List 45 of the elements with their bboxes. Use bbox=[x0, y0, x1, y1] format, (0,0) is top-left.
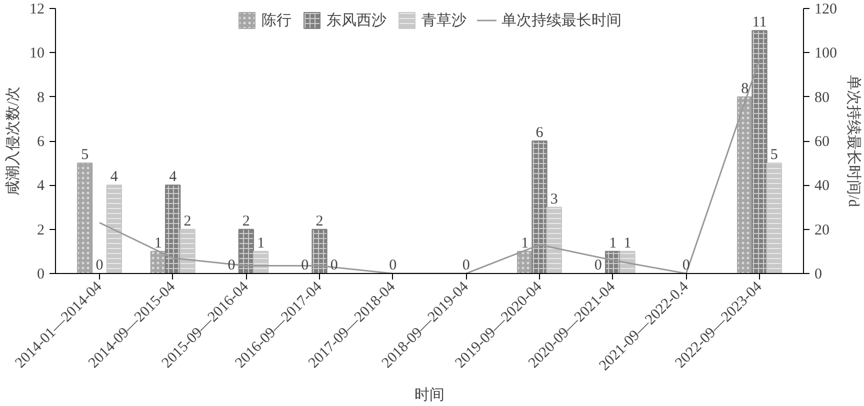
y2-tick-label: 60 bbox=[814, 134, 830, 150]
data-label: 4 bbox=[110, 169, 118, 186]
data-label: 0 bbox=[301, 258, 309, 274]
data-label: 6 bbox=[536, 125, 544, 141]
y2-tick-label: 120 bbox=[814, 2, 837, 18]
data-label: 1 bbox=[154, 235, 162, 252]
legend-label: 青草沙 bbox=[422, 12, 466, 30]
y-tick-label: 4 bbox=[37, 178, 45, 194]
y-tick-label: 2 bbox=[37, 222, 44, 238]
y-tick-label: 10 bbox=[30, 46, 44, 62]
data-label: 2 bbox=[242, 213, 250, 230]
data-label: 1 bbox=[624, 235, 632, 252]
data-label: 0 bbox=[462, 258, 470, 274]
y-tick-label: 6 bbox=[37, 134, 45, 150]
y-tick-label: 8 bbox=[37, 90, 44, 106]
legend-label: 单次持续最长时间 bbox=[502, 12, 622, 30]
data-label: 3 bbox=[550, 191, 558, 208]
data-label: 5 bbox=[81, 147, 89, 164]
data-label: 0 bbox=[682, 258, 690, 274]
data-label: 0 bbox=[330, 258, 338, 274]
y2-tick-label: 20 bbox=[814, 222, 830, 238]
data-label: 1 bbox=[257, 235, 265, 252]
x-axis-title: 时间 bbox=[414, 386, 444, 404]
data-label: 11 bbox=[752, 14, 767, 31]
data-label: 1 bbox=[521, 235, 529, 252]
data-label: 8 bbox=[741, 80, 749, 97]
y2-tick-label: 0 bbox=[814, 266, 822, 282]
y2-tick-label: 40 bbox=[814, 178, 830, 194]
data-label: 2 bbox=[316, 213, 324, 230]
data-label: 0 bbox=[594, 258, 602, 274]
y2-tick-label: 80 bbox=[814, 90, 830, 106]
data-label: 1 bbox=[609, 235, 617, 252]
y2-tick-label: 100 bbox=[814, 46, 837, 62]
y-tick-label: 0 bbox=[37, 266, 44, 282]
data-label: 0 bbox=[96, 258, 104, 274]
legend-label: 陈行 bbox=[262, 12, 292, 30]
data-label: 2 bbox=[184, 213, 192, 230]
data-label: 5 bbox=[770, 147, 778, 164]
y-tick-label: 12 bbox=[30, 2, 44, 18]
y-axis-title: 咸潮入侵次数/次 bbox=[4, 86, 22, 196]
data-label: 0 bbox=[228, 258, 236, 274]
y2-axis-title: 单次持续最长时间/d bbox=[845, 75, 862, 208]
legend-label: 东风西沙 bbox=[326, 12, 386, 30]
data-label: 4 bbox=[169, 169, 178, 186]
data-label: 0 bbox=[389, 258, 397, 274]
